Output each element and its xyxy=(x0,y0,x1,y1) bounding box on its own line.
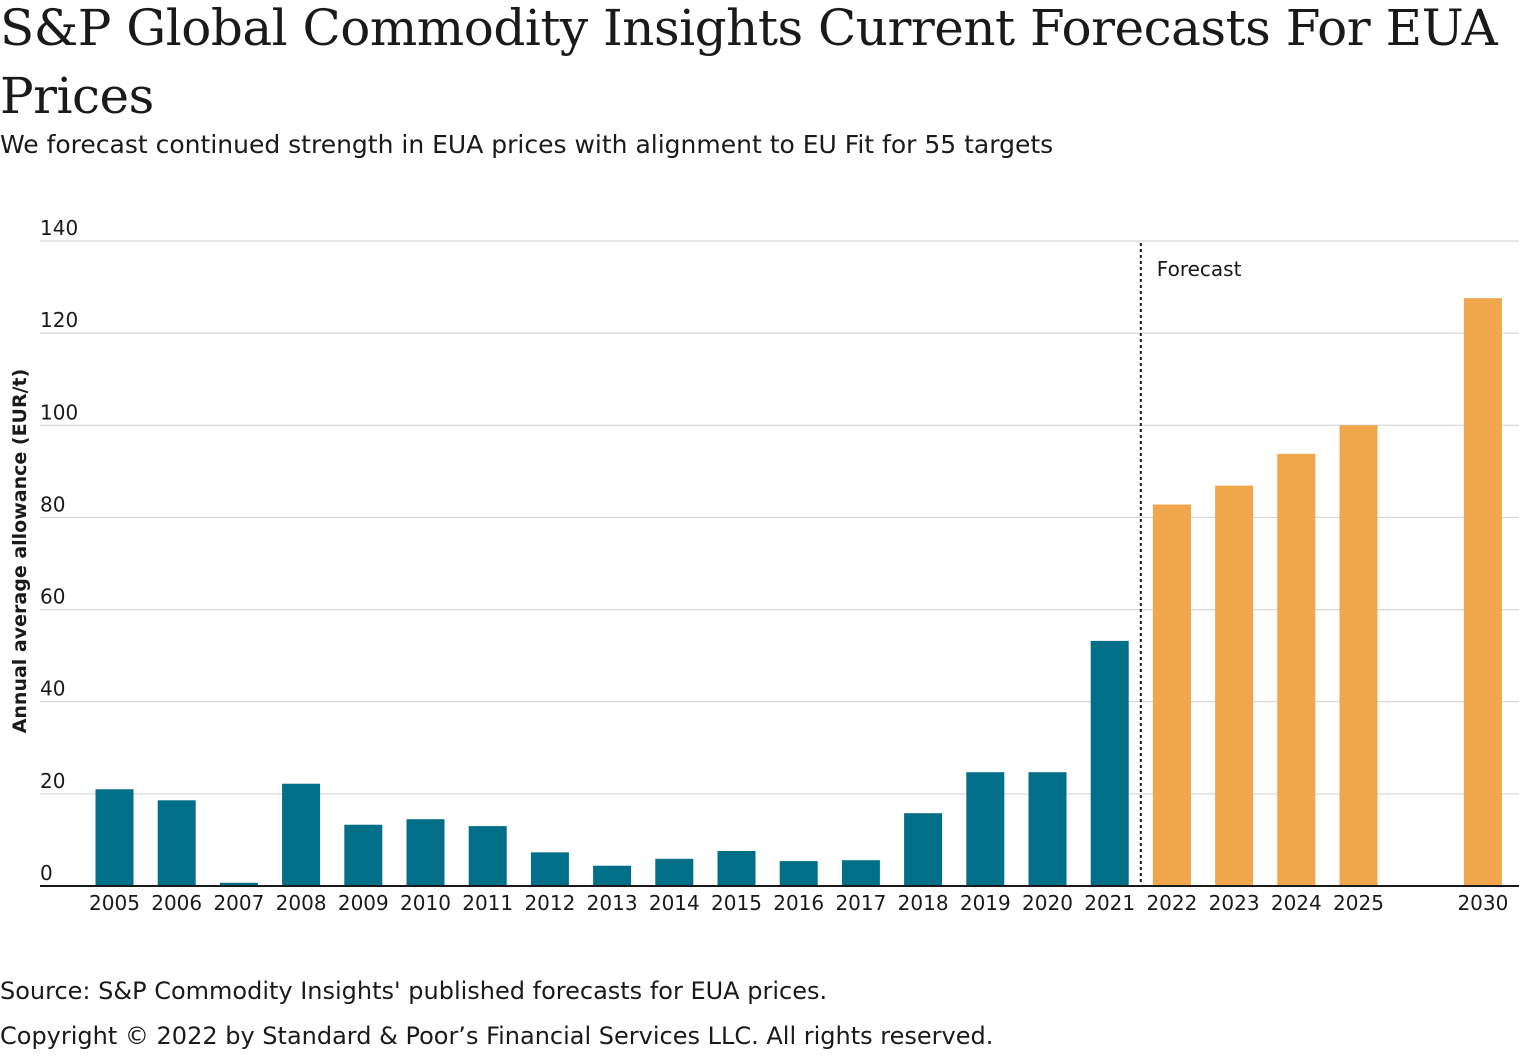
x-tick-label-2016: 2016 xyxy=(773,891,824,915)
y-axis-title: Annual average allowance (EUR/t) xyxy=(9,369,31,734)
bar-2023 xyxy=(1215,485,1254,886)
x-tick-label-2009: 2009 xyxy=(338,891,389,915)
bar-2017 xyxy=(841,860,880,886)
x-tick-label-2012: 2012 xyxy=(524,891,575,915)
bar-2019 xyxy=(966,772,1005,886)
y-axis-tick-labels: 0 20 40 60 80 100 120 140 xyxy=(40,216,78,885)
bar-2016 xyxy=(779,861,818,886)
x-tick-label-2023: 2023 xyxy=(1209,891,1260,915)
bar-2007 xyxy=(219,882,258,886)
x-tick-label-2022: 2022 xyxy=(1146,891,1197,915)
x-tick-label-2017: 2017 xyxy=(835,891,886,915)
bar-2018 xyxy=(904,813,943,886)
bar-2010 xyxy=(406,819,445,886)
bar-2011 xyxy=(468,826,507,886)
x-tick-label-2008: 2008 xyxy=(276,891,327,915)
x-tick-label-2020: 2020 xyxy=(1022,891,1073,915)
x-tick-label-2025: 2025 xyxy=(1333,891,1384,915)
y-tick-label-120: 120 xyxy=(40,308,78,332)
bar-2014 xyxy=(655,858,694,886)
bar-2024 xyxy=(1277,453,1316,886)
bar-2008 xyxy=(282,783,321,886)
x-tick-label-2018: 2018 xyxy=(898,891,949,915)
y-tick-label-40: 40 xyxy=(40,677,65,701)
chart-subtitle: We forecast continued strength in EUA pr… xyxy=(0,130,1054,159)
chart-title: S&P Global Commodity Insights Current Fo… xyxy=(0,0,1498,125)
bar-2015 xyxy=(717,850,756,886)
y-tick-label-100: 100 xyxy=(40,400,78,424)
y-tick-label-80: 80 xyxy=(40,492,65,516)
bar-2025 xyxy=(1339,425,1378,886)
x-tick-label-2030: 2030 xyxy=(1457,891,1508,915)
bar-2013 xyxy=(593,865,632,886)
x-axis-tick-labels: 2005 2006 2007 2008 2009 2010 2011 2012 2013 2014… xyxy=(89,891,1508,915)
x-tick-label-2010: 2010 xyxy=(400,891,451,915)
bar-2030 xyxy=(1463,298,1502,887)
bar-2009 xyxy=(344,824,383,886)
x-tick-label-2013: 2013 xyxy=(587,891,638,915)
y-tick-label-140: 140 xyxy=(40,216,78,240)
x-tick-label-2024: 2024 xyxy=(1271,891,1322,915)
source-note: Source: S&P Commodity Insights' publishe… xyxy=(0,977,828,1005)
bar-2021 xyxy=(1090,640,1129,886)
x-tick-label-2006: 2006 xyxy=(151,891,202,915)
y-tick-label-60: 60 xyxy=(40,585,65,609)
bar-2006 xyxy=(157,800,196,886)
bar-2022 xyxy=(1152,504,1191,886)
y-tick-label-20: 20 xyxy=(40,769,65,793)
x-tick-label-2005: 2005 xyxy=(89,891,140,915)
x-tick-label-2014: 2014 xyxy=(649,891,700,915)
x-tick-label-2019: 2019 xyxy=(960,891,1011,915)
y-tick-label-0: 0 xyxy=(40,861,53,885)
bar-2012 xyxy=(530,852,569,886)
copyright-note: Copyright © 2022 by Standard & Poor’s Fi… xyxy=(0,1022,994,1050)
x-tick-label-2011: 2011 xyxy=(462,891,513,915)
bar-2005 xyxy=(95,789,134,886)
x-tick-label-2021: 2021 xyxy=(1084,891,1135,915)
x-tick-label-2007: 2007 xyxy=(213,891,264,915)
x-tick-label-2015: 2015 xyxy=(711,891,762,915)
bar-2020 xyxy=(1028,772,1067,886)
bars xyxy=(95,298,1502,887)
forecast-label: Forecast xyxy=(1157,257,1242,281)
gridlines xyxy=(40,240,1519,795)
